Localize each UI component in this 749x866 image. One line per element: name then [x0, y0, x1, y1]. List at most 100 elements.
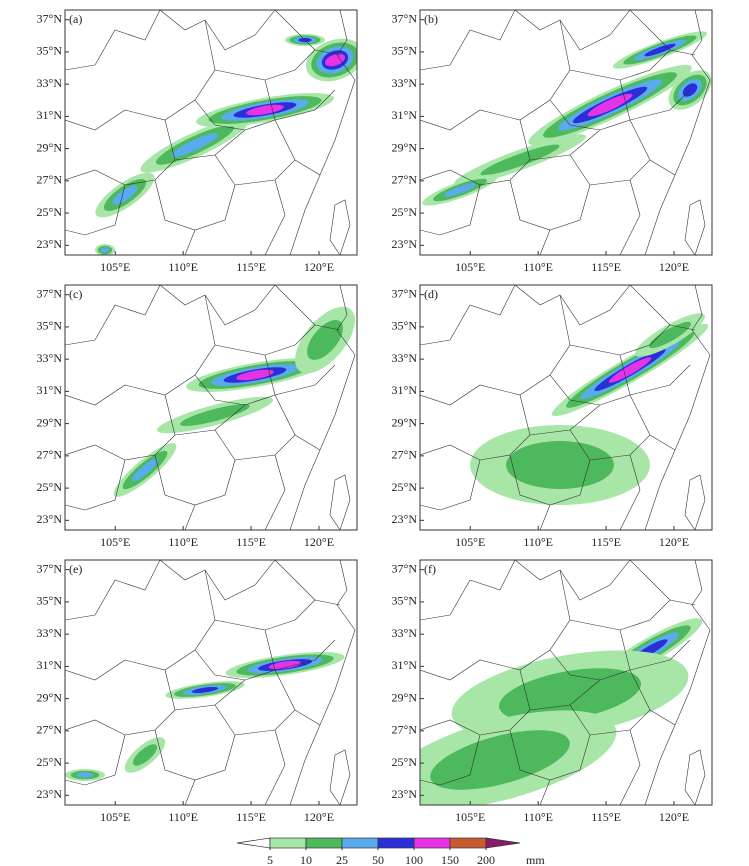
lon-tick-label: 105°E	[100, 535, 130, 549]
colorbar-segment	[305, 837, 343, 849]
rain-area	[587, 93, 633, 117]
rain-area	[268, 660, 302, 670]
lat-tick-label: 33°N	[392, 76, 418, 90]
lat-tick-label: 27°N	[392, 448, 418, 462]
rain-area	[608, 357, 652, 383]
lon-tick-label: 115°E	[591, 810, 621, 824]
lat-tick-label: 27°N	[392, 723, 418, 737]
lon-tick-label: 115°E	[591, 260, 621, 274]
lat-tick-label: 29°N	[392, 415, 418, 429]
rain-area	[307, 320, 343, 360]
map-content	[420, 560, 711, 805]
rain-area	[480, 144, 560, 176]
lat-tick-label: 37°N	[37, 561, 63, 575]
lat-tick-label: 29°N	[37, 415, 63, 429]
colorbar-unit: mm	[526, 853, 545, 866]
lon-tick-label: 105°E	[100, 260, 130, 274]
lat-tick-label: 25°N	[392, 205, 418, 219]
lat-tick-label: 33°N	[37, 351, 63, 365]
map-panel: (a) 37°N 35°N 33°N 31°N 29°N 27°N 25°N 23°N 105°E…	[37, 9, 358, 274]
lon-tick-label: 115°E	[236, 535, 266, 549]
rain-area	[246, 104, 284, 116]
lat-tick-label: 25°N	[37, 205, 63, 219]
map-panel: (e) 37°N 35°N 33°N 31°N 29°N 27°N 25°N 23°N 105°E…	[37, 559, 358, 824]
panel-frame	[64, 9, 358, 256]
lat-tick-label: 35°N	[392, 44, 418, 58]
lat-tick-label: 29°N	[37, 690, 63, 704]
lon-tick-label: 120°E	[659, 260, 689, 274]
lat-tick-label: 23°N	[392, 787, 418, 801]
lon-tick-label: 110°E	[168, 535, 198, 549]
lat-tick-label: 31°N	[392, 108, 418, 122]
lon-tick-label: 110°E	[168, 810, 198, 824]
rain-area	[443, 183, 477, 197]
lon-tick-label: 105°E	[455, 535, 485, 549]
lon-tick-label: 105°E	[100, 810, 130, 824]
colorbar-segment	[341, 837, 379, 849]
panel-frame	[419, 9, 713, 256]
lat-tick-label: 37°N	[37, 286, 63, 300]
colorbar-segment	[449, 837, 487, 849]
lat-tick-label: 33°N	[37, 76, 63, 90]
panel-label: (d)	[424, 287, 438, 301]
map-panel: (b) 37°N 35°N 33°N 31°N 29°N 27°N 25°N 23°N 105°E…	[392, 9, 713, 274]
lon-tick-label: 115°E	[591, 535, 621, 549]
lon-tick-label: 115°E	[236, 810, 266, 824]
rain-area	[131, 458, 159, 482]
lat-tick-label: 31°N	[37, 108, 63, 122]
lat-tick-label: 23°N	[37, 237, 63, 251]
lat-tick-label: 25°N	[392, 755, 418, 769]
lon-tick-label: 120°E	[304, 535, 334, 549]
lat-tick-label: 27°N	[37, 448, 63, 462]
lat-tick-label: 29°N	[392, 690, 418, 704]
lat-tick-label: 35°N	[392, 594, 418, 608]
lon-tick-label: 110°E	[523, 810, 553, 824]
lon-tick-label: 105°E	[455, 260, 485, 274]
lat-tick-label: 35°N	[37, 594, 63, 608]
lat-tick-label: 23°N	[392, 512, 418, 526]
colorbar-label: 100	[405, 853, 423, 866]
lon-tick-label: 120°E	[304, 810, 334, 824]
colorbar: 5 10 25 50 100 150 200	[236, 837, 521, 866]
panel-label: (c)	[69, 287, 82, 301]
lon-tick-label: 105°E	[455, 810, 485, 824]
lat-tick-label: 31°N	[37, 383, 63, 397]
rain-area	[649, 321, 691, 349]
panel-frame	[419, 284, 713, 531]
lat-tick-label: 33°N	[37, 626, 63, 640]
lat-tick-label: 27°N	[37, 173, 63, 187]
rain-area	[506, 441, 614, 489]
rain-area	[171, 133, 219, 157]
lat-tick-label: 31°N	[392, 383, 418, 397]
lat-tick-label: 35°N	[37, 44, 63, 58]
panel-label: (f)	[424, 562, 436, 576]
colorbar-label: 150	[441, 853, 459, 866]
panel-frame	[64, 284, 358, 531]
colorbar-label: 10	[300, 853, 312, 866]
colorbar-segment	[236, 837, 271, 849]
lon-tick-label: 110°E	[168, 260, 198, 274]
lat-tick-label: 23°N	[37, 512, 63, 526]
panel-frame	[419, 559, 713, 806]
colorbar-label: 200	[477, 853, 495, 866]
map-content	[420, 10, 712, 255]
lat-tick-label: 37°N	[392, 561, 418, 575]
lat-tick-label: 37°N	[392, 11, 418, 25]
colorbar-segment	[377, 837, 415, 849]
lat-tick-label: 35°N	[392, 319, 418, 333]
colorbar-label: 25	[336, 853, 348, 866]
colorbar-segment	[269, 837, 307, 849]
rain-area	[498, 668, 642, 722]
colorbar-label: 5	[267, 853, 273, 866]
lat-tick-label: 37°N	[37, 11, 63, 25]
panel-label: (b)	[424, 12, 438, 26]
map-content	[420, 285, 711, 530]
rain-area	[100, 247, 110, 253]
rain-area	[191, 686, 219, 694]
lat-tick-label: 25°N	[37, 480, 63, 494]
lat-tick-label: 27°N	[392, 173, 418, 187]
map-content	[65, 285, 356, 530]
rain-area	[236, 369, 274, 381]
lat-tick-label: 33°N	[392, 351, 418, 365]
